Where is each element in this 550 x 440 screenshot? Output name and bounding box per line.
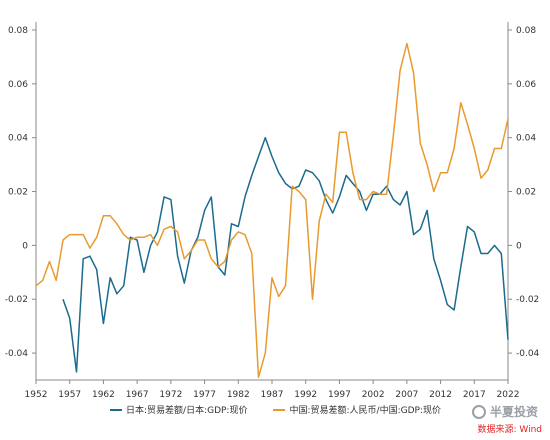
y-tick-label-right: -0.02 bbox=[516, 295, 539, 305]
series-line-china bbox=[35, 42, 509, 379]
x-tick-label: 2007 bbox=[395, 390, 418, 400]
y-axis-right-ticks: 0.08 0.06 0.04 0.02 0 -0.02 -0.04 bbox=[508, 26, 540, 359]
legend-item-japan: 日本:贸易差额/日本:GDP:现价 bbox=[110, 403, 247, 416]
legend-label-japan: 日本:贸易差额/日本:GDP:现价 bbox=[126, 406, 248, 416]
x-tick-label: 2012 bbox=[429, 390, 452, 400]
x-tick-label: 1982 bbox=[227, 390, 250, 400]
x-tick-label: 1987 bbox=[261, 390, 284, 400]
x-tick-label: 1962 bbox=[92, 390, 115, 400]
x-tick-label: 2017 bbox=[463, 390, 486, 400]
legend-label-china: 中国:贸易差额:人民币/中国:GDP:现价 bbox=[289, 406, 441, 416]
legend-item-china: 中国:贸易差额:人民币/中国:GDP:现价 bbox=[273, 403, 441, 416]
x-tick-label: 1992 bbox=[294, 390, 317, 400]
y-tick-label-left: 0.08 bbox=[8, 26, 28, 36]
brand-name: 半夏投资 bbox=[489, 405, 538, 419]
x-axis-ticks: 1952 1957 1962 1967 1972 1977 1982 1987 1992 1997… bbox=[25, 380, 520, 400]
x-tick-label: 1957 bbox=[58, 390, 81, 400]
legend-swatch-china bbox=[273, 408, 286, 411]
y-tick-label-left: -0.02 bbox=[5, 295, 28, 305]
series-line-japan bbox=[62, 136, 509, 373]
x-tick-label: 1997 bbox=[328, 390, 351, 400]
wechat-icon bbox=[471, 404, 486, 419]
y-tick-label-right: 0.04 bbox=[516, 134, 536, 144]
y-tick-label-right: 0.08 bbox=[516, 26, 536, 36]
y-tick-label-left: 0.04 bbox=[8, 134, 28, 144]
chart-legend: 日本:贸易差额/日本:GDP:现价 中国:贸易差额:人民币/中国:GDP:现价 bbox=[110, 403, 441, 416]
x-tick-label: 1952 bbox=[25, 390, 48, 400]
y-axis-left-ticks: 0.08 0.06 0.04 0.02 0 -0.02 -0.04 bbox=[5, 26, 36, 359]
brand-watermark: 半夏投资 bbox=[471, 403, 538, 420]
series-lines bbox=[35, 42, 509, 379]
x-tick-label: 2022 bbox=[497, 390, 520, 400]
y-tick-label-right: 0.02 bbox=[516, 188, 536, 198]
y-tick-label-right: -0.04 bbox=[516, 349, 540, 359]
x-tick-label: 1967 bbox=[126, 390, 149, 400]
x-tick-label: 1977 bbox=[193, 390, 216, 400]
y-tick-label-right: 0 bbox=[516, 241, 522, 251]
y-tick-label-left: 0.02 bbox=[8, 188, 28, 198]
y-tick-label-left: -0.04 bbox=[5, 349, 29, 359]
y-tick-label-right: 0.06 bbox=[516, 80, 536, 90]
x-tick-label: 1972 bbox=[159, 390, 182, 400]
x-tick-label: 2002 bbox=[362, 390, 385, 400]
chart-axes bbox=[35, 22, 509, 381]
y-tick-label-left: 0.06 bbox=[8, 80, 28, 90]
legend-swatch-japan bbox=[110, 408, 122, 411]
y-tick-label-left: 0 bbox=[22, 241, 28, 251]
source-note: 数据来源: Wind bbox=[477, 425, 542, 435]
